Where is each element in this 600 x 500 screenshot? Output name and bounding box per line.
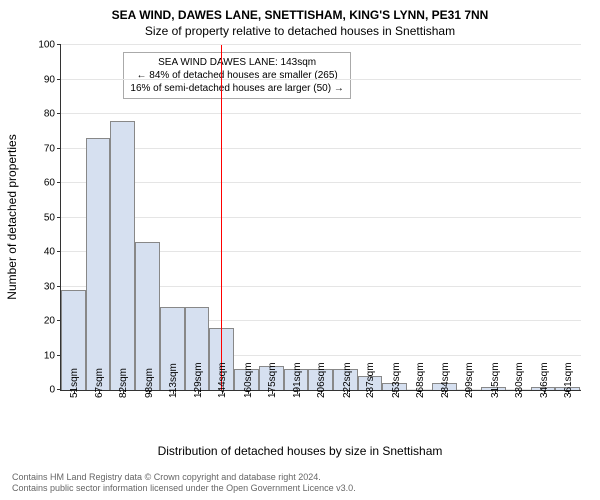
chart-title: SEA WIND, DAWES LANE, SNETTISHAM, KING'S… — [0, 8, 600, 22]
annotation-line: 16% of semi-detached houses are larger (… — [130, 82, 343, 95]
gridline — [61, 148, 581, 149]
xtick-label: 98sqm — [144, 368, 155, 398]
xtick-label: 315sqm — [490, 362, 501, 398]
xtick-label: 191sqm — [292, 362, 303, 398]
xtick-label: 144sqm — [217, 362, 228, 398]
xtick-label: 330sqm — [514, 362, 525, 398]
reference-line — [221, 45, 222, 390]
xtick-label: 67sqm — [94, 368, 105, 398]
ytick-label: 40 — [44, 247, 61, 258]
ytick-label: 60 — [44, 178, 61, 189]
ytick-label: 50 — [44, 212, 61, 223]
xtick-label: 51sqm — [69, 368, 80, 398]
xtick-label: 268sqm — [415, 362, 426, 398]
xtick-label: 299sqm — [464, 362, 475, 398]
plot-area: SEA WIND DAWES LANE: 143sqm ← 84% of det… — [60, 45, 581, 391]
gridline — [61, 44, 581, 45]
y-axis-label: Number of detached properties — [5, 134, 19, 299]
ytick-label: 20 — [44, 316, 61, 327]
histogram-bar — [86, 138, 111, 390]
xtick-label: 346sqm — [539, 362, 550, 398]
annotation-line: ← 84% of detached houses are smaller (26… — [130, 69, 343, 82]
attribution-line: Contains public sector information licen… — [12, 483, 588, 494]
xtick-label: 160sqm — [243, 362, 254, 398]
attribution-line: Contains HM Land Registry data © Crown c… — [12, 472, 588, 483]
xtick-label: 82sqm — [118, 368, 129, 398]
chart-container: SEA WIND, DAWES LANE, SNETTISHAM, KING'S… — [0, 0, 600, 500]
xtick-label: 113sqm — [168, 363, 179, 398]
xtick-label: 361sqm — [563, 362, 574, 398]
xtick-label: 253sqm — [391, 362, 402, 398]
histogram-bar — [110, 121, 135, 390]
ytick-label: 10 — [44, 350, 61, 361]
xtick-label: 129sqm — [193, 362, 204, 398]
annotation-line: SEA WIND DAWES LANE: 143sqm — [130, 56, 343, 69]
ytick-label: 100 — [38, 40, 61, 51]
xtick-label: 222sqm — [342, 362, 353, 398]
xtick-label: 175sqm — [267, 362, 278, 398]
gridline — [61, 79, 581, 80]
x-axis-label: Distribution of detached houses by size … — [0, 444, 600, 458]
chart-subtitle: Size of property relative to detached ho… — [0, 24, 600, 38]
xtick-label: 206sqm — [316, 362, 327, 398]
gridline — [61, 217, 581, 218]
gridline — [61, 182, 581, 183]
ytick-label: 90 — [44, 74, 61, 85]
xtick-label: 237sqm — [365, 362, 376, 398]
gridline — [61, 113, 581, 114]
attribution: Contains HM Land Registry data © Crown c… — [12, 472, 588, 495]
xtick-label: 284sqm — [440, 362, 451, 398]
ytick-label: 70 — [44, 143, 61, 154]
ytick-label: 0 — [49, 385, 61, 396]
annotation-box: SEA WIND DAWES LANE: 143sqm ← 84% of det… — [123, 52, 350, 99]
ytick-label: 80 — [44, 109, 61, 120]
ytick-label: 30 — [44, 281, 61, 292]
